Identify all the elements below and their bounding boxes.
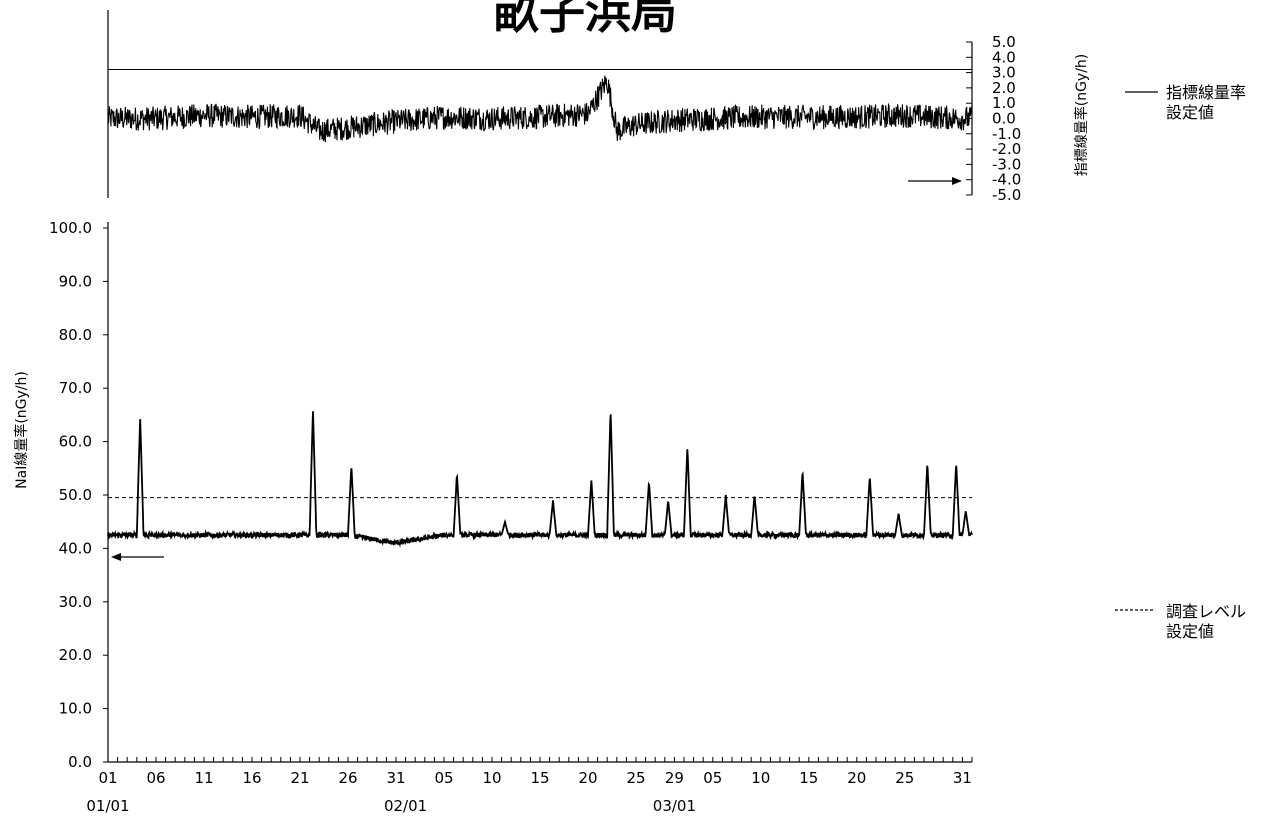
lower-x-tick-label: 06 [146, 769, 165, 787]
upper-y-tick-label: 5.0 [992, 33, 1016, 51]
lower-x-tick-label: 25 [895, 769, 914, 787]
legend-upper-label-1: 指標線量率 [1166, 83, 1246, 102]
lower-x-tick-label: 29 [665, 769, 684, 787]
lower-axis-arrow-head [111, 553, 121, 561]
lower-x-tick-label: 05 [703, 769, 722, 787]
lower-x-tick-label: 15 [530, 769, 549, 787]
lower-x-tick-label: 01 [98, 769, 117, 787]
lower-y-tick-label: 20.0 [59, 646, 92, 664]
upper-y-tick-label: -3.0 [992, 155, 1021, 173]
lower-series-line [107, 411, 973, 548]
lower-x-tick-label: 31 [386, 769, 405, 787]
lower-x-tick-label: 31 [953, 769, 972, 787]
lower-y-tick-label: 10.0 [59, 700, 92, 718]
upper-y-tick-label: 1.0 [992, 94, 1016, 112]
upper-chart: 5.04.03.02.01.00.0-1.0-2.0-3.0-4.0-5.0 [107, 10, 1021, 204]
upper-y-tick-label: 3.0 [992, 64, 1016, 82]
lower-x-tick-label: 11 [194, 769, 213, 787]
lower-x-tick-label: 20 [847, 769, 866, 787]
lower-y-tick-label: 30.0 [59, 593, 92, 611]
lower-x-tick-label: 15 [799, 769, 818, 787]
upper-y-tick-label: 0.0 [992, 110, 1016, 128]
lower-y-tick-label: 90.0 [59, 272, 92, 290]
lower-y-tick-label: 100.0 [49, 219, 92, 237]
upper-y-tick-label: -1.0 [992, 125, 1021, 143]
lower-y-tick-label: 70.0 [59, 379, 92, 397]
lower-chart: 100.090.080.070.060.050.040.030.020.010.… [49, 219, 973, 815]
lower-x-tick-label: 25 [626, 769, 645, 787]
lower-y-tick-label: 0.0 [68, 753, 92, 771]
lower-x-tick-label: 21 [290, 769, 309, 787]
lower-y-axis-title: NaI線量率(nGy/h) [13, 371, 30, 489]
upper-y-axis-title: 指標線量率(nGy/h) [1073, 54, 1090, 177]
upper-axis-arrow-head [952, 177, 962, 185]
chart-title: 畝子浜局 [493, 0, 677, 39]
lower-x-tick-label: 10 [751, 769, 770, 787]
upper-y-tick-label: -2.0 [992, 140, 1021, 158]
lower-x-month-label: 03/01 [653, 797, 696, 815]
lower-x-month-label: 01/01 [86, 797, 129, 815]
upper-y-tick-label: -4.0 [992, 171, 1021, 189]
lower-x-month-label: 02/01 [384, 797, 427, 815]
lower-x-tick-label: 26 [338, 769, 357, 787]
upper-y-tick-label: 2.0 [992, 79, 1016, 97]
legend-lower-label-1: 調査レベル [1166, 602, 1246, 621]
lower-y-tick-label: 60.0 [59, 433, 92, 451]
upper-y-tick-label: -5.0 [992, 186, 1021, 204]
lower-x-tick-label: 16 [242, 769, 261, 787]
lower-y-tick-label: 50.0 [59, 486, 92, 504]
lower-x-tick-label: 05 [434, 769, 453, 787]
upper-series-line [107, 75, 973, 143]
legend-lower-label-2: 設定値 [1166, 622, 1214, 641]
lower-y-tick-label: 40.0 [59, 539, 92, 557]
lower-x-tick-label: 10 [482, 769, 501, 787]
upper-y-tick-label: 4.0 [992, 48, 1016, 66]
lower-x-tick-label: 20 [578, 769, 597, 787]
legend-upper-label-2: 設定値 [1166, 103, 1214, 122]
lower-y-tick-label: 80.0 [59, 326, 92, 344]
